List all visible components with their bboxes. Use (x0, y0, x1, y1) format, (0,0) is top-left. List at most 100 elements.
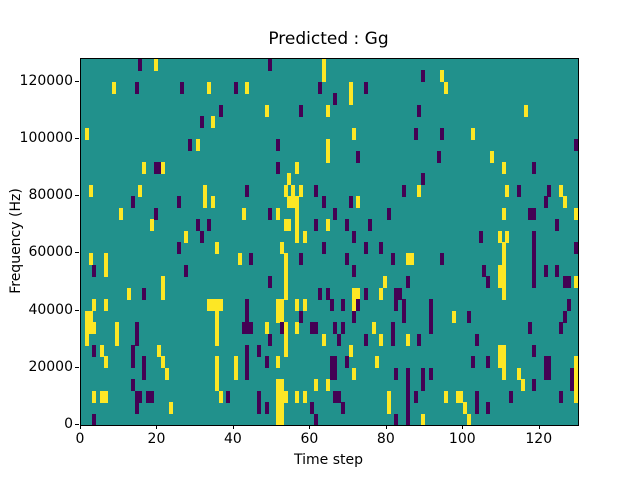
heatmap-cell (574, 207, 578, 220)
heatmap-cell (295, 161, 300, 174)
heatmap-cell (356, 299, 361, 312)
heatmap-cell (245, 367, 250, 380)
heatmap-cell (470, 356, 475, 369)
heatmap-cell (295, 390, 300, 403)
heatmap-cell (409, 253, 414, 266)
heatmap-cell (142, 287, 147, 300)
heatmap-cell (428, 367, 433, 380)
heatmap-cell (574, 242, 578, 254)
heatmap-cell (482, 264, 487, 277)
heatmap-cell (321, 70, 326, 83)
heatmap-cell (417, 333, 422, 346)
heatmap-cell (295, 196, 300, 209)
heatmap-cell (207, 299, 212, 312)
heatmap-cell (528, 207, 533, 220)
heatmap-cell (486, 276, 491, 289)
heatmap-cell (214, 356, 219, 369)
heatmap-cell (501, 264, 506, 277)
heatmap-cell (279, 402, 284, 415)
heatmap-cell (245, 81, 250, 94)
heatmap-cell (283, 333, 288, 346)
heatmap-cell (474, 390, 479, 403)
heatmap-cell (574, 367, 578, 380)
heatmap-cell (352, 299, 357, 312)
heatmap-cell (245, 344, 250, 357)
heatmap-cell (88, 310, 93, 323)
heatmap-cell (532, 253, 537, 266)
y-axis-label: Frequency (Hz) (8, 188, 24, 294)
x-axis-tick-label: 80 (376, 431, 395, 447)
heatmap-cell (333, 93, 338, 106)
heatmap-cell (532, 242, 537, 254)
heatmap-cell (92, 299, 97, 312)
heatmap-cell (302, 390, 307, 403)
heatmap-cell (275, 356, 280, 369)
heatmap-cell (509, 390, 514, 403)
heatmap-cell (283, 344, 288, 357)
x-axis-tick-label: 20 (147, 431, 166, 447)
heatmap-cell (92, 390, 97, 403)
heatmap-cell (497, 264, 502, 277)
heatmap-cell (532, 344, 537, 357)
x-axis-tick-mark (309, 425, 311, 429)
heatmap-cell (210, 116, 215, 129)
heatmap-cell (214, 322, 219, 335)
heatmap-cell (329, 356, 334, 369)
heatmap-cell (195, 139, 200, 152)
heatmap-cell (413, 127, 418, 140)
heatmap-cell (474, 333, 479, 346)
heatmap-cell (516, 184, 521, 197)
y-axis-tick-mark (75, 424, 79, 425)
heatmap-cell (138, 59, 143, 71)
heatmap-cell (245, 299, 250, 312)
heatmap-cell (126, 287, 131, 300)
heatmap-cell (283, 390, 288, 403)
heatmap-cell (325, 150, 330, 163)
heatmap-cell (356, 287, 361, 300)
heatmap-cell (226, 390, 231, 403)
heatmap-cell (501, 253, 506, 266)
x-axis-tick-label: 60 (300, 431, 319, 447)
heatmap-cell (153, 161, 158, 174)
heatmap-cell (562, 276, 567, 289)
heatmap-cell (562, 310, 567, 323)
heatmap-cell (371, 322, 376, 335)
heatmap-cell (570, 379, 575, 392)
heatmap-cell (467, 413, 472, 425)
heatmap-cell (505, 184, 510, 197)
heatmap-cell (295, 322, 300, 335)
heatmap-cell (558, 322, 563, 335)
heatmap-cell (333, 367, 338, 380)
heatmap-cell (459, 390, 464, 403)
heatmap-cells-layer (81, 59, 578, 425)
heatmap-cell (344, 219, 349, 232)
y-axis-tick-mark (75, 138, 79, 140)
heatmap-cell (161, 356, 166, 369)
heatmap-cell (501, 344, 506, 357)
heatmap-cell (134, 81, 139, 94)
heatmap-cell (386, 402, 391, 415)
heatmap-cell (92, 264, 97, 277)
heatmap-cell (275, 207, 280, 220)
heatmap-cell (298, 184, 303, 197)
heatmap-cell (165, 367, 170, 380)
heatmap-cell (214, 310, 219, 323)
heatmap-cell (467, 310, 472, 323)
heatmap-cell (532, 230, 537, 243)
heatmap-cell (184, 230, 189, 243)
heatmap-cell (574, 390, 578, 403)
x-axis-tick-label: 120 (525, 431, 553, 447)
heatmap-cell (241, 207, 246, 220)
heatmap-cell (111, 81, 116, 94)
heatmap-cell (428, 310, 433, 323)
heatmap-cell (497, 344, 502, 357)
heatmap-cell (88, 184, 93, 197)
heatmap-cell (180, 81, 185, 94)
heatmap-cell (100, 344, 105, 357)
heatmap-cell (486, 356, 491, 369)
heatmap-cell (291, 196, 296, 209)
heatmap-cell (440, 127, 445, 140)
heatmap-cell (386, 207, 391, 220)
heatmap-cell (161, 276, 166, 289)
heatmap-cell (184, 264, 189, 277)
